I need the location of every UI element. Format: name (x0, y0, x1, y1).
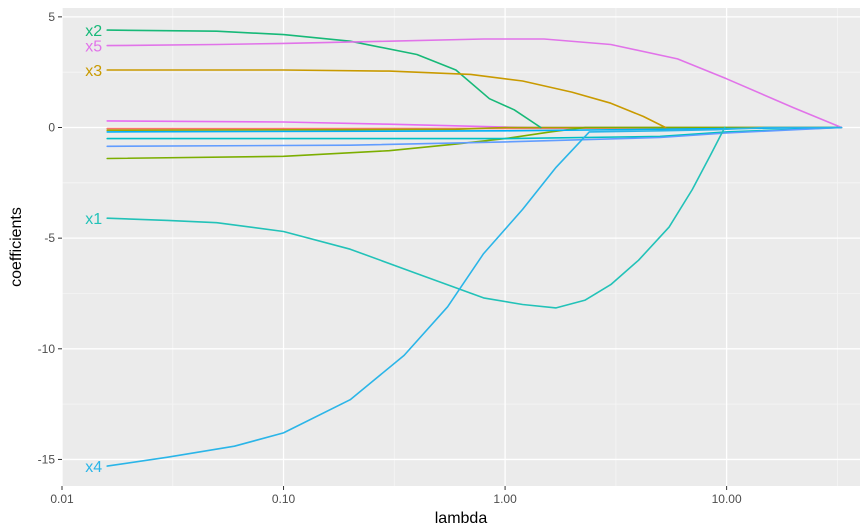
series-label-x3: x3 (85, 63, 102, 80)
series-line-x3 (106, 69, 667, 129)
series-label-x2: x2 (85, 23, 102, 40)
x-tick-label: 1.00 (493, 492, 517, 506)
y-tick-label: 0 (48, 121, 55, 135)
x-axis-ticks: 0.01 0.10 1.00 10.00 (50, 486, 742, 506)
series-lines (106, 29, 843, 467)
series-line-x1 (106, 126, 726, 309)
y-tick-label: -15 (38, 452, 56, 466)
y-tick-label: -10 (38, 342, 56, 356)
y-axis-title: coefficients (8, 207, 25, 287)
series-line-x2 (106, 29, 542, 129)
series-line-path-8 (106, 126, 843, 160)
series-label-x4: x4 (85, 459, 102, 476)
x-tick-label: 0.10 (272, 492, 296, 506)
major-gridlines (61, 8, 860, 486)
x-tick-label: 0.01 (50, 492, 74, 506)
series-label-x5: x5 (85, 39, 102, 56)
series-line-x5 (106, 38, 843, 129)
series-label-x1: x1 (85, 211, 102, 228)
plot-panel (62, 8, 860, 486)
y-tick-label: 5 (48, 10, 55, 24)
series-line-x4 (106, 126, 843, 467)
y-axis-ticks: 5 0 -5 -10 -15 (38, 10, 62, 466)
x-axis-title: lambda (435, 510, 488, 527)
y-tick-label: -5 (44, 231, 55, 245)
x-tick-label: 10.00 (712, 492, 742, 506)
